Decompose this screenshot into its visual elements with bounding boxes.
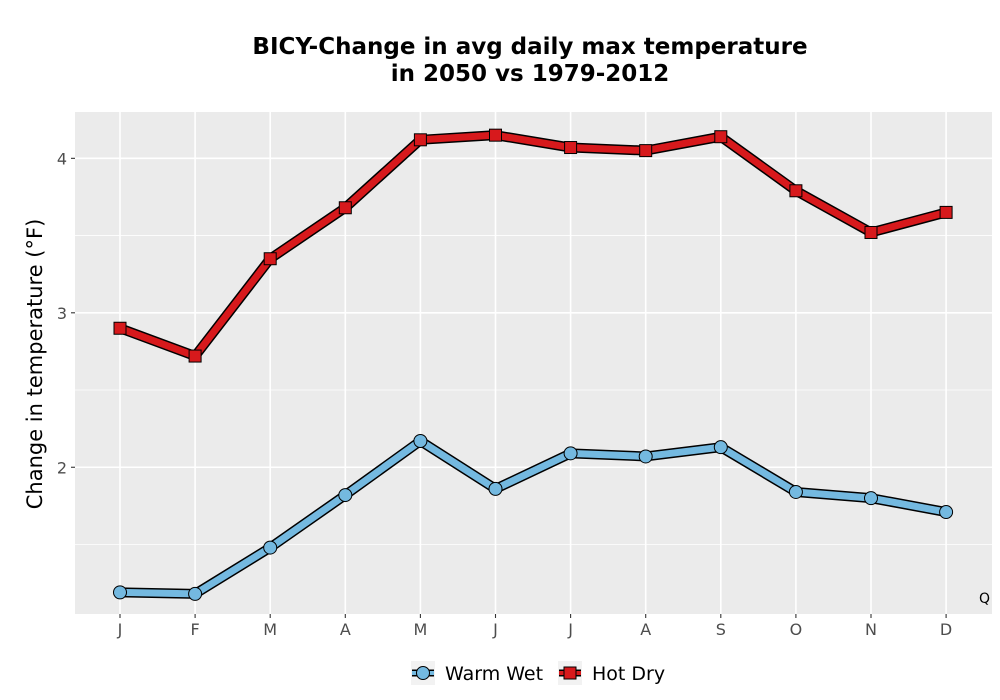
x-tick-label: J [567, 620, 573, 639]
chart-title: BICY-Change in avg daily max temperature [252, 34, 807, 60]
data-point [564, 141, 578, 155]
series-line [116, 437, 950, 598]
data-point [788, 484, 803, 499]
data-point [789, 184, 803, 198]
legend-label: Warm Wet [445, 663, 543, 685]
legend-label: Hot Dry [592, 663, 665, 685]
series-layer [113, 128, 954, 601]
y-axis-title: Change in temperature (°F) [23, 219, 47, 510]
data-point [188, 586, 203, 601]
y-tick-label: 2 [57, 458, 67, 477]
plot-panel [75, 112, 992, 614]
x-tick-label: M [413, 620, 427, 639]
legend: Warm Wet Hot Dry [411, 661, 665, 685]
x-tick-label: O [790, 620, 803, 639]
x-tick-label: A [640, 620, 651, 639]
chart-subtitle: in 2050 vs 1979-2012 [391, 61, 670, 87]
data-point [713, 440, 728, 455]
data-point [263, 252, 277, 266]
data-point [113, 585, 127, 600]
data-point [714, 130, 728, 144]
grid-minor [75, 235, 992, 545]
legend-item: Warm Wet [411, 661, 543, 685]
x-tick-label: J [117, 620, 123, 639]
data-point [939, 205, 953, 219]
series-line [116, 131, 950, 360]
x-tick-label: N [865, 620, 877, 639]
data-point [939, 505, 954, 520]
y-tick-label: 3 [57, 304, 67, 323]
grid-major [75, 112, 992, 614]
x-tick-label: A [340, 620, 351, 639]
x-tick-label: S [716, 620, 726, 639]
y-tick-label: 4 [57, 149, 67, 168]
data-point [488, 481, 503, 496]
x-tick-label: F [190, 620, 199, 639]
data-point [413, 133, 427, 147]
series-1 [113, 128, 953, 363]
data-point [413, 434, 428, 449]
data-point [113, 321, 127, 335]
data-point [864, 225, 878, 239]
legend-item: Hot Dry [558, 661, 665, 685]
x-tick-label: M [263, 620, 277, 639]
legend-key-marker [563, 666, 577, 680]
corner-label: Q [979, 591, 990, 607]
y-axis: 2 3 4 [57, 149, 75, 477]
x-tick-label: J [492, 620, 498, 639]
data-point [489, 128, 502, 142]
data-point [263, 540, 278, 555]
data-point [188, 349, 202, 363]
x-tick-label: D [940, 620, 952, 639]
data-point [639, 144, 653, 158]
data-point [563, 446, 578, 461]
series-0 [113, 434, 954, 601]
legend-key-marker [416, 666, 430, 680]
data-point [338, 201, 352, 215]
data-point [338, 488, 353, 503]
data-point [864, 491, 878, 506]
data-point [638, 449, 653, 464]
